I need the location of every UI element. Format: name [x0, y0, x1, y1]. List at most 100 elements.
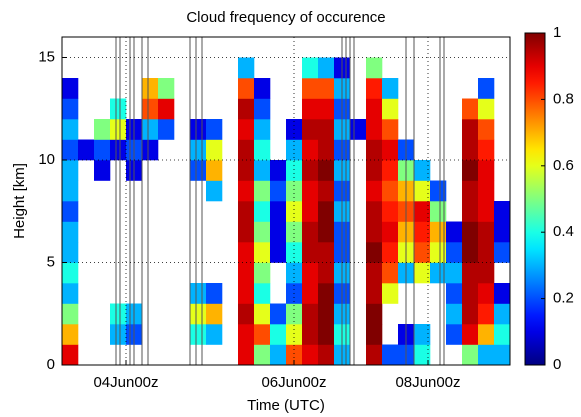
cell: [286, 242, 303, 263]
cell: [430, 262, 447, 284]
cell: [254, 180, 271, 202]
cell: [158, 119, 175, 140]
cell: [190, 303, 207, 325]
cell: [446, 283, 463, 304]
cell: [110, 139, 127, 161]
cell: [462, 180, 479, 202]
cell: [414, 262, 431, 284]
cell: [206, 119, 223, 140]
cell: [366, 303, 383, 325]
cell: [254, 344, 271, 366]
cell: [302, 303, 319, 325]
cell: [462, 283, 479, 304]
cell: [254, 119, 271, 140]
cell: [270, 344, 287, 366]
y-tick-label: 10: [38, 151, 55, 168]
cell: [478, 221, 495, 243]
cell: [318, 242, 335, 263]
colorbar-tick-label: 1: [553, 24, 561, 41]
cell: [414, 201, 431, 222]
cell: [382, 283, 399, 304]
cell: [110, 98, 127, 120]
cell: [430, 221, 447, 243]
cell: [62, 98, 79, 120]
cell: [254, 78, 271, 99]
cell: [446, 303, 463, 325]
cell: [302, 160, 319, 181]
x-tick-label: 04Jun00z: [93, 374, 158, 391]
y-tick-label: 15: [38, 48, 55, 65]
chart-title: Cloud frequency of occurence: [186, 9, 385, 26]
cell: [302, 324, 319, 345]
cell: [414, 160, 431, 181]
colorbar-tick-label: 0.2: [553, 290, 574, 307]
cell: [382, 262, 399, 284]
cell: [382, 201, 399, 222]
cell: [462, 262, 479, 284]
cell: [382, 78, 399, 99]
cell: [270, 201, 287, 222]
cell: [62, 221, 79, 243]
x-tick-label: 08Jun00z: [395, 374, 460, 391]
cell: [62, 139, 79, 161]
cell: [462, 160, 479, 181]
cell: [62, 344, 79, 366]
cell: [382, 98, 399, 120]
cell: [302, 98, 319, 120]
cell: [190, 324, 207, 345]
cell: [382, 160, 399, 181]
cell: [478, 98, 495, 120]
cell: [206, 283, 223, 304]
cell: [206, 139, 223, 161]
cell: [62, 78, 79, 99]
cell: [462, 344, 479, 366]
cell: [286, 221, 303, 243]
cell: [462, 221, 479, 243]
cell: [110, 119, 127, 140]
cell: [158, 98, 175, 120]
cell: [286, 160, 303, 181]
cell: [270, 160, 287, 181]
cell: [366, 78, 383, 99]
cell: [94, 119, 111, 140]
cell: [414, 242, 431, 263]
cell: [494, 344, 511, 366]
cell: [254, 201, 271, 222]
cell: [238, 119, 255, 140]
cell: [110, 324, 127, 345]
cell: [238, 303, 255, 325]
cell: [430, 242, 447, 263]
cell: [302, 262, 319, 284]
cell: [366, 201, 383, 222]
cell: [302, 201, 319, 222]
cell: [302, 344, 319, 366]
cell: [462, 324, 479, 345]
cell: [94, 160, 111, 181]
cell: [286, 324, 303, 345]
cell: [366, 57, 383, 79]
cell: [318, 180, 335, 202]
cell: [158, 78, 175, 99]
cell: [414, 344, 431, 366]
cell: [478, 303, 495, 325]
cell: [62, 201, 79, 222]
cell: [366, 242, 383, 263]
colorbar: [524, 32, 546, 366]
cell: [78, 139, 95, 161]
cell: [318, 344, 335, 366]
cell: [382, 242, 399, 263]
cell: [366, 283, 383, 304]
cell: [494, 201, 511, 222]
cell: [254, 283, 271, 304]
cell: [270, 180, 287, 202]
cell: [382, 119, 399, 140]
cell: [382, 180, 399, 202]
cell: [462, 139, 479, 161]
cell: [446, 262, 463, 284]
cell: [110, 303, 127, 325]
cell: [366, 98, 383, 120]
cell: [286, 262, 303, 284]
cell: [478, 324, 495, 345]
cell: [318, 98, 335, 120]
